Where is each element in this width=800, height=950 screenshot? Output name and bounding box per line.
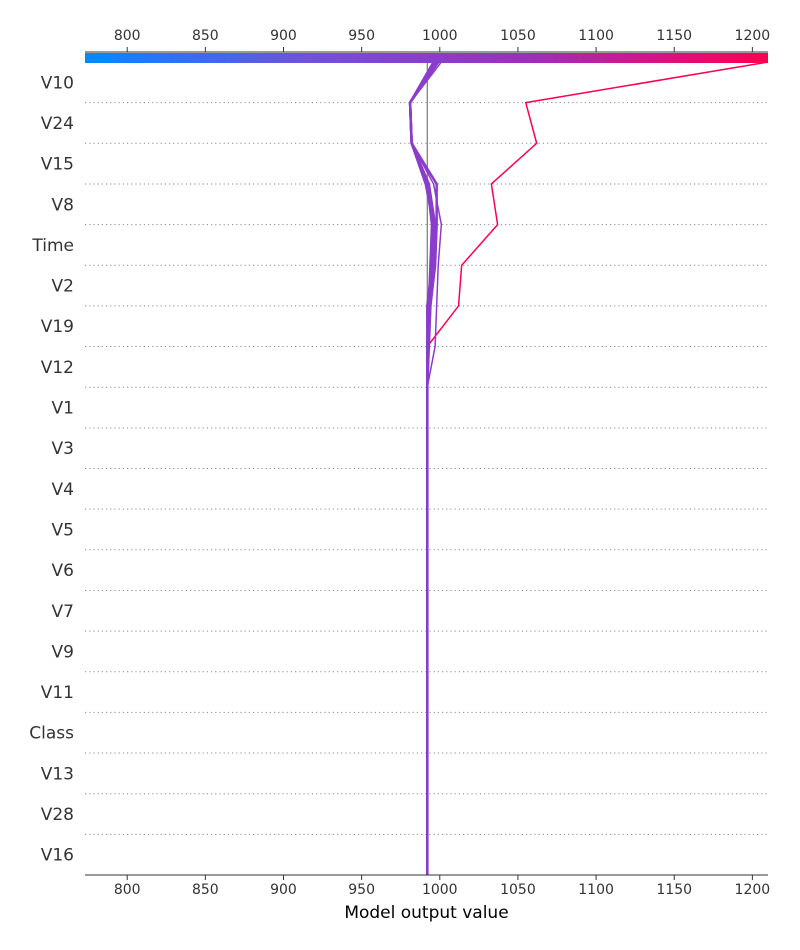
top-tick-label: 1000 [422,28,458,44]
feature-label: V5 [52,520,74,540]
bottom-tick-label: 800 [114,882,141,898]
bottom-tick-label: 950 [348,882,375,898]
series-layer [408,61,769,875]
feature-label: V3 [52,439,74,459]
feature-label: V9 [52,642,74,662]
top-tick-label: 1100 [578,28,614,44]
bottom-tick-label: 1100 [578,882,614,898]
feature-label: V24 [41,114,74,134]
top-tick-label: 950 [348,28,375,44]
colorbar [85,53,768,63]
feature-label: V2 [52,277,74,297]
top-tick-label: 900 [270,28,297,44]
grid-layer [85,102,768,876]
colorbar-layer [85,53,768,63]
feature-label: V16 [41,846,74,866]
decision-path-series-6 [408,61,435,875]
x-axis-title: Model output value [344,903,508,923]
feature-label: V28 [41,805,74,825]
top-tick-label: 850 [192,28,219,44]
bottom-tick-label: 900 [270,882,297,898]
decision-path-series-4 [408,61,438,875]
feature-label: V7 [52,602,74,622]
axis-layer: 800 800 850 850 900 900 950 950 1000 1000 1050 1050… [29,28,770,923]
feature-label: V15 [41,155,74,175]
feature-label: V19 [41,317,74,337]
feature-label: V12 [41,358,74,378]
feature-label: Class [29,724,74,744]
feature-label: V8 [52,195,74,215]
decision-path-series-5 [408,61,437,875]
bottom-tick-label: 850 [192,882,219,898]
bottom-tick-label: 1150 [656,882,692,898]
top-tick-label: 800 [114,28,141,44]
feature-label: V4 [52,480,74,500]
top-tick-label: 1150 [656,28,692,44]
top-tick-label: 1200 [735,28,771,44]
top-tick-label: 1050 [500,28,536,44]
bottom-tick-label: 1050 [500,882,536,898]
bottom-tick-label: 1000 [422,882,458,898]
feature-label: V10 [41,73,74,93]
feature-label: V11 [41,683,74,703]
bottom-tick-label: 1200 [735,882,771,898]
feature-label: V13 [41,764,74,784]
feature-label: V6 [52,561,74,581]
feature-label: Time [31,236,74,256]
feature-label: V1 [52,399,74,419]
